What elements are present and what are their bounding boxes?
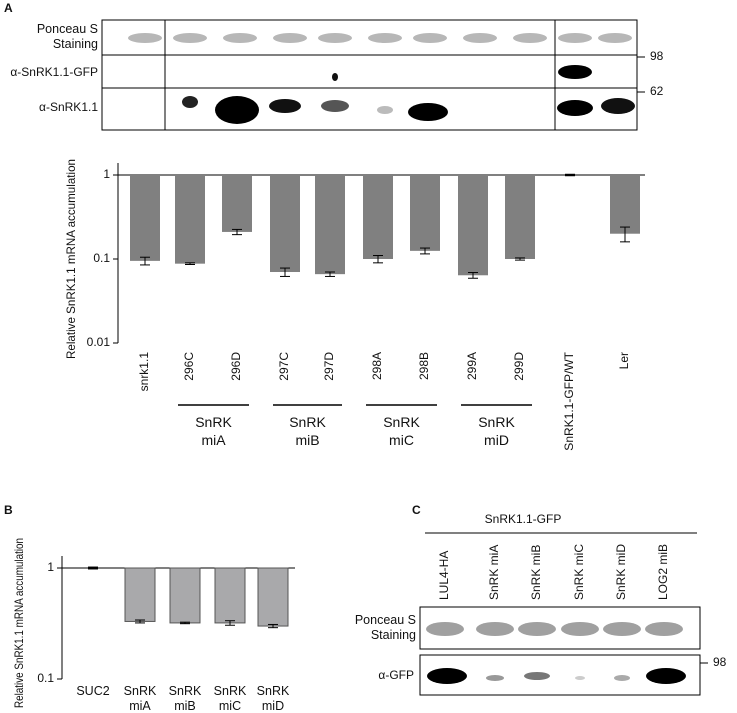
panel-label: B (4, 503, 13, 517)
bar (410, 175, 440, 251)
bar (270, 175, 300, 273)
x-tick-label: 298B (417, 352, 431, 380)
group-label: SnRK miC (383, 414, 420, 448)
blot-band (368, 33, 402, 43)
blot-band (486, 675, 504, 681)
blot-row-label: Ponceau S Staining (36, 22, 98, 51)
blot-band (318, 33, 352, 43)
bar (214, 567, 246, 624)
blot-band (557, 100, 593, 116)
x-tick-label: SnRK miB (168, 684, 202, 713)
blot-row-label: α-GFP (378, 668, 414, 682)
size-marker: 98 (650, 49, 664, 63)
bar (222, 175, 252, 232)
blot-band (128, 33, 162, 43)
blot-title: SnRK1.1-GFP (485, 512, 562, 526)
lane-label: LOG2 miB (656, 544, 670, 600)
blot-frame (419, 654, 701, 696)
lane-label: SnRK miA (487, 545, 501, 600)
size-marker: 98 (713, 655, 727, 669)
blot-band (518, 622, 556, 636)
x-tick-label: 298A (370, 352, 384, 380)
x-tick-label: 299A (465, 352, 479, 380)
blot-band (377, 106, 393, 114)
blot-band (558, 65, 592, 79)
y-tick-label: 1 (47, 560, 54, 574)
panel-label: A (4, 1, 13, 15)
blot-band (598, 33, 632, 43)
blot-band (476, 622, 514, 636)
x-tick-label: Ler (617, 352, 631, 369)
blot-row-label: α-SnRK1.1-GFP (10, 65, 98, 79)
bar (169, 567, 201, 624)
group-label: SnRK miA (195, 414, 232, 448)
bar (505, 175, 535, 259)
blot-band (427, 668, 467, 684)
x-tick-label: SnRK miD (256, 684, 290, 713)
blot-band (182, 96, 198, 108)
lane-label: LUL4-HA (437, 551, 451, 600)
x-tick-label: 296D (229, 352, 243, 381)
blot-band (332, 73, 338, 81)
y-tick-label: 0.1 (37, 671, 54, 685)
blot-band (575, 676, 585, 680)
blot-row-label: Ponceau S Staining (354, 613, 416, 642)
blot-row-label: α-SnRK1.1 (39, 100, 98, 114)
blot-band (426, 622, 464, 636)
blot-frame (101, 19, 638, 131)
size-marker: 62 (650, 84, 664, 98)
lane-label: SnRK miC (572, 544, 586, 600)
x-tick-label: SnRK miA (123, 684, 157, 713)
lane-label: SnRK miB (529, 545, 543, 600)
y-tick-label: 1 (103, 167, 110, 181)
blot-band (561, 622, 599, 636)
y-tick-label: 0.01 (87, 335, 111, 349)
y-tick-label: 0.1 (93, 251, 110, 265)
blot-band (601, 98, 635, 114)
blot-band (273, 33, 307, 43)
x-tick-label: 297C (277, 352, 291, 381)
bar (124, 567, 156, 622)
blot-frame (419, 606, 701, 650)
y-axis-label: Relative SnRK1.1 mRNA accumulation (64, 159, 78, 359)
group-label: SnRK miB (289, 414, 326, 448)
blot-band (614, 675, 630, 681)
blot-band (269, 99, 301, 113)
x-tick-label: SnRK1.1-GFP/WT (562, 351, 576, 450)
group-label: SnRK miD (478, 414, 515, 448)
bar (130, 175, 160, 261)
blot-band (603, 622, 641, 636)
blot-band (215, 96, 259, 124)
x-tick-label: snrk1.1 (137, 352, 151, 392)
x-tick-label: 296C (182, 352, 196, 381)
blot-band (558, 33, 592, 43)
bar (458, 175, 488, 276)
blot-band (646, 668, 686, 684)
y-axis-label: Relative SnRK1.1 mRNA accumulation (12, 538, 26, 708)
panel-label: C (412, 503, 421, 517)
blot-band (413, 33, 447, 43)
x-tick-label: SUC2 (76, 684, 110, 698)
bar (257, 567, 289, 627)
blot-band (408, 103, 448, 121)
x-tick-label: 297D (322, 352, 336, 381)
blot-band (645, 622, 683, 636)
bar (610, 175, 640, 234)
x-tick-label: 299D (512, 352, 526, 381)
blot-band (463, 33, 497, 43)
x-tick-label: SnRK miC (213, 684, 247, 713)
bar (175, 175, 205, 264)
bar (315, 175, 345, 275)
bar (363, 175, 393, 259)
blot-band (173, 33, 207, 43)
blot-band (223, 33, 257, 43)
lane-label: SnRK miD (614, 544, 628, 600)
blot-band (524, 672, 550, 680)
blot-band (321, 100, 349, 112)
blot-band (513, 33, 547, 43)
